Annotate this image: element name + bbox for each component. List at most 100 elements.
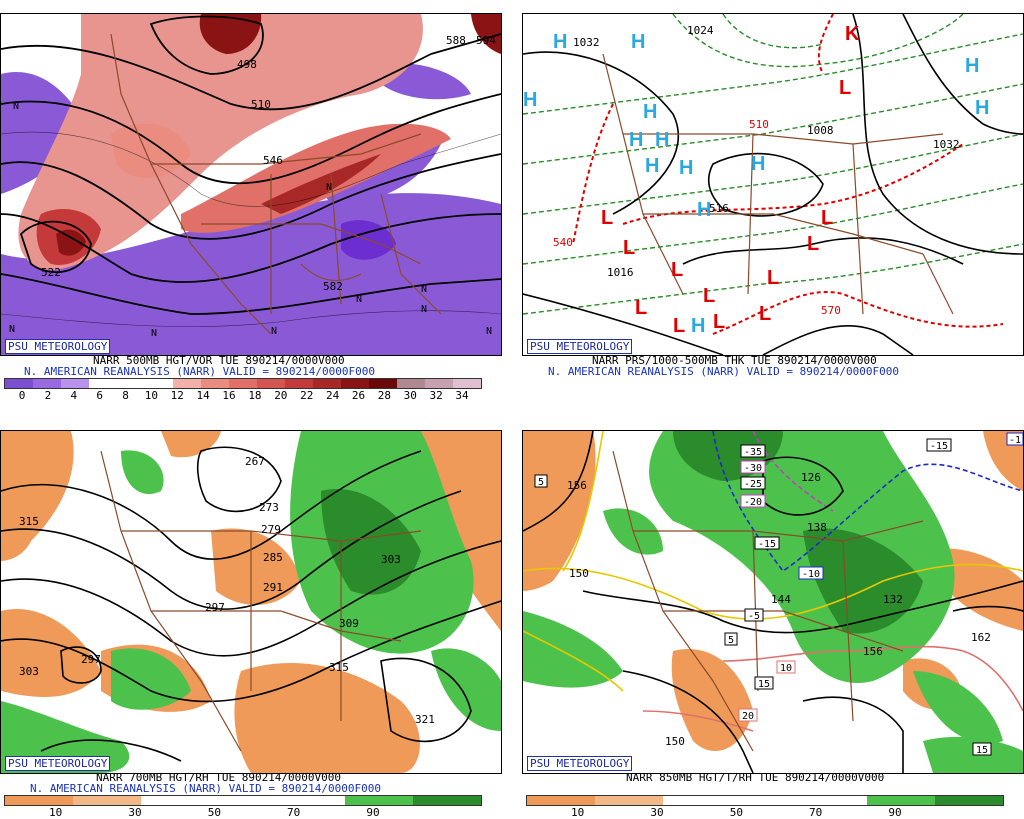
contour-label: 582 xyxy=(323,280,343,293)
svg-text:-35: -35 xyxy=(744,447,762,458)
svg-text:H: H xyxy=(655,129,669,151)
contour-label: 1008 xyxy=(807,124,834,137)
svg-text:L: L xyxy=(623,237,635,259)
colorbar-tick: 8 xyxy=(122,389,129,402)
colorbar-tick: 90 xyxy=(366,806,380,819)
svg-text:L: L xyxy=(807,233,819,255)
psu-badge: PSU METEOROLOGY xyxy=(5,756,111,771)
svg-text:H: H xyxy=(697,199,711,221)
panel-850mb: -35 -30 -25 -20 -15 -10 -5 5 10 15 20 5 … xyxy=(522,430,1024,774)
vorticity-map: 498 510 522 546 582 588 594 NNN NN N NNN xyxy=(1,14,501,355)
colorbar-tick: 4 xyxy=(70,389,78,402)
psu-badge: PSU METEOROLOGY xyxy=(5,339,111,354)
contour-label: 150 xyxy=(665,735,685,748)
contour-label: 273 xyxy=(259,501,279,514)
temp-box: -1 xyxy=(1006,432,1023,446)
colorbar-swatch xyxy=(61,379,89,388)
temp-box: 10 xyxy=(776,660,796,674)
contour-label: 1016 xyxy=(607,266,634,279)
colorbar-tick: 14 xyxy=(196,389,210,402)
contour-label: 1032 xyxy=(573,36,600,49)
svg-text:5: 5 xyxy=(728,635,734,646)
colorbar-tick: 70 xyxy=(287,806,301,819)
colorbar-swatch xyxy=(89,379,117,388)
contour-label: 285 xyxy=(263,551,283,564)
svg-text:10: 10 xyxy=(780,663,792,674)
colorbar-swatch xyxy=(257,379,285,388)
temp-box: 5 xyxy=(534,474,548,488)
contour-label: 522 xyxy=(41,266,61,279)
temp-box: -30 xyxy=(740,460,766,474)
vorticity-colorbar xyxy=(4,378,482,389)
rh850-map: -35 -30 -25 -20 -15 -10 -5 5 10 15 20 5 … xyxy=(523,431,1023,773)
svg-text:H: H xyxy=(965,55,979,77)
contour-label: 156 xyxy=(567,479,587,492)
svg-text:15: 15 xyxy=(758,679,770,690)
colorbar-tick: 50 xyxy=(207,806,221,819)
colorbar-tick: 26 xyxy=(351,389,366,402)
contour-label: 546 xyxy=(263,154,283,167)
contour-label: 156 xyxy=(863,645,883,658)
contour-label: 144 xyxy=(771,593,791,606)
svg-text:-1: -1 xyxy=(1009,435,1021,446)
svg-text:H: H xyxy=(975,97,989,119)
svg-text:N: N xyxy=(9,324,15,335)
contour-label: 540 xyxy=(553,236,573,249)
svg-text:L: L xyxy=(601,207,613,229)
temp-box: 5 xyxy=(724,632,738,646)
colorbar-tick: 22 xyxy=(300,389,314,402)
svg-text:H: H xyxy=(679,157,693,179)
colorbar-tick: 2 xyxy=(44,389,52,402)
colorbar-tick: 10 xyxy=(49,806,63,819)
contour-label: 1032 xyxy=(933,138,960,151)
colorbar-tick: 34 xyxy=(455,389,469,402)
rh-colorbar-850-ticks: 10 30 50 70 90 xyxy=(526,806,1002,819)
colorbar-swatch xyxy=(201,379,229,388)
svg-text:H: H xyxy=(553,31,567,53)
svg-text:L: L xyxy=(767,267,779,289)
contour-label: 267 xyxy=(245,455,265,468)
title-700mb: NARR 700MB HGT/RH TUE 890214/0000V000 xyxy=(96,771,342,784)
temp-box: -5 xyxy=(744,608,764,622)
svg-text:K: K xyxy=(845,23,860,45)
contour-label: 594 xyxy=(476,34,496,47)
svg-text:5: 5 xyxy=(538,477,544,488)
rh-colorbar-700 xyxy=(4,795,482,806)
colorbar-tick: 50 xyxy=(729,806,743,819)
colorbar-tick: 70 xyxy=(809,806,823,819)
contour-label: 297 xyxy=(205,601,225,614)
colorbar-tick: 10 xyxy=(144,389,159,402)
temp-box: -10 xyxy=(798,566,824,580)
svg-text:H: H xyxy=(629,129,643,151)
temp-box: 15 xyxy=(754,676,774,690)
contour-label: 516 xyxy=(709,202,729,215)
contour-label: 315 xyxy=(19,515,39,528)
temp-box: -15 xyxy=(926,438,952,452)
colorbar-swatch xyxy=(397,379,425,388)
svg-text:20: 20 xyxy=(742,711,754,722)
valid-500mb: N. AMERICAN REANALYSIS (NARR) VALID = 89… xyxy=(24,365,375,378)
colorbar-swatch xyxy=(453,379,481,388)
svg-text:15: 15 xyxy=(976,745,988,756)
svg-text:H: H xyxy=(645,155,659,177)
temp-box: 15 xyxy=(972,742,992,756)
psu-badge: PSU METEOROLOGY xyxy=(527,756,633,771)
colorbar-tick: 30 xyxy=(128,806,142,819)
title-850mb: NARR 850MB HGT/T/RH TUE 890214/0000V000 xyxy=(626,771,885,784)
colorbar-tick: 30 xyxy=(650,806,664,819)
temp-box: -15 xyxy=(754,536,780,550)
colorbar-swatch xyxy=(229,379,257,388)
svg-text:-10: -10 xyxy=(802,569,820,580)
contour-label: 309 xyxy=(339,617,359,630)
colorbar-tick: 10 xyxy=(571,806,585,819)
svg-text:N: N xyxy=(271,326,277,337)
colorbar-swatch xyxy=(173,379,201,388)
contour-label: 510 xyxy=(749,118,769,131)
colorbar-tick: 12 xyxy=(170,389,184,402)
colorbar-swatch xyxy=(285,379,313,388)
colorbar-tick: 0 xyxy=(18,389,26,402)
svg-text:-15: -15 xyxy=(758,539,776,550)
colorbar-tick: 24 xyxy=(325,389,340,402)
colorbar-tick: 28 xyxy=(377,389,391,402)
